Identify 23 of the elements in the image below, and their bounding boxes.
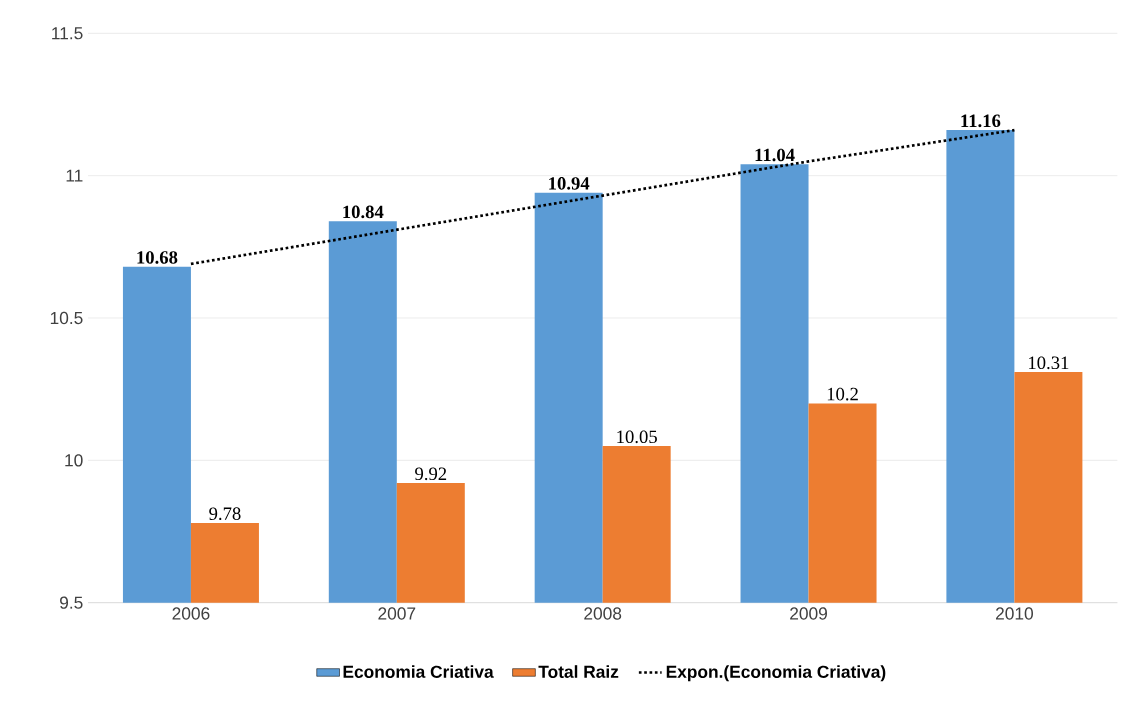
x-tick-label: 2009 <box>790 607 827 620</box>
x-tick-label: 2007 <box>378 607 416 620</box>
data-label: 10.31 <box>1029 356 1069 370</box>
data-label: 9.78 <box>209 507 241 521</box>
data-label: 10.94 <box>549 177 590 190</box>
data-label: 11.04 <box>755 148 795 162</box>
y-tick-label: 11 <box>66 169 83 182</box>
y-tick-label: 11.5 <box>52 27 83 40</box>
y-tick-label: 10.5 <box>50 312 83 325</box>
data-label: 10.2 <box>827 387 858 401</box>
data-label: 11.16 <box>961 114 1001 128</box>
x-tick-label: 2006 <box>172 607 210 620</box>
data-label: 10.05 <box>617 430 657 444</box>
x-tick-label: 2010 <box>996 607 1033 620</box>
data-label: 10.84 <box>343 205 384 219</box>
data-label: 10.68 <box>137 251 178 264</box>
legend-label: Expon.(Economia Criativa) <box>666 665 886 682</box>
x-tick-label: 2008 <box>584 607 622 620</box>
legend-label: Total Raiz <box>538 665 619 679</box>
data-label: 9.92 <box>415 467 447 481</box>
y-tick-label: 9.5 <box>60 596 83 609</box>
y-tick-label: 10 <box>65 454 83 467</box>
legend-label: Economia Criativa <box>343 665 494 679</box>
